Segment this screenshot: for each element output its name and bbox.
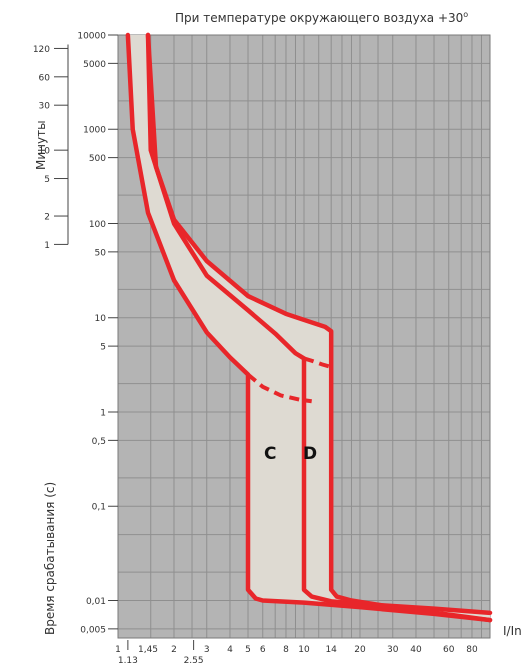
x-tick-label: 14 <box>325 645 337 655</box>
y-tick-label: 100 <box>89 220 106 230</box>
curve-label-d: D <box>303 444 317 464</box>
minute-tick-label: 60 <box>39 73 51 83</box>
y-tick-label: 0,01 <box>86 597 106 607</box>
x-tick-label: 1,45 <box>138 645 158 655</box>
minute-tick-label: 120 <box>33 45 50 55</box>
y-tick-label: 0,1 <box>92 503 106 513</box>
curve-c-0 <box>125 32 493 623</box>
x-tick-label: 10 <box>298 645 310 655</box>
y-tick-label: 1000 <box>83 126 106 136</box>
minute-tick-label: 1 <box>44 241 50 251</box>
y-tick-label: 50 <box>95 248 107 258</box>
y-tick-label: 5000 <box>83 60 106 70</box>
y-tick-label: 500 <box>89 154 106 164</box>
x-tick-label: 30 <box>387 645 399 655</box>
x-tick-label: 6 <box>260 645 266 655</box>
x-tick-label: 5 <box>245 645 251 655</box>
x-tick-label: 2 <box>171 645 177 655</box>
x-tick-label-below: 1.13 <box>118 656 138 665</box>
d-band <box>148 35 490 621</box>
y-tick-label: 0,005 <box>80 625 106 635</box>
y-tick-label: 5 <box>100 343 106 353</box>
minutes-axis-label: Минуты <box>34 120 48 170</box>
minute-tick-labels: 120 60 30 10 5 2 1 <box>33 44 69 251</box>
x-tick-label: 60 <box>443 645 455 655</box>
minute-tick-label: 5 <box>44 175 50 185</box>
minute-tick-label: 30 <box>39 102 51 112</box>
x-tick-label-below: 2.55 <box>184 656 204 665</box>
chart-title: При температуре окружающего воздуха +30o <box>175 10 468 25</box>
x-tick-labels: 1 1,45 2 3 4 5 6 8 10 14 20 30 40 60 80 1.13 2.55 <box>115 640 478 665</box>
dashed-curve-1 <box>303 356 332 369</box>
x-tick-label: 1 <box>115 645 121 655</box>
y-tick-label: 1 <box>100 408 106 418</box>
y-tick-labels: 10000 5000 1000 500 100 50 10 5 1 0,5 0,1 0,01 0,005 <box>77 32 118 635</box>
x-tick-label: 80 <box>466 645 478 655</box>
y-tick-label: 10 <box>95 314 107 324</box>
curve-label-c: C <box>264 444 276 464</box>
minute-tick-label: 2 <box>44 213 50 223</box>
y-tick-label: 0,5 <box>92 437 106 447</box>
curves <box>125 32 493 623</box>
y-tick-label: 10000 <box>77 32 106 42</box>
x-tick-label: 8 <box>283 645 289 655</box>
y-axis-label: Время срабатывания (с) <box>43 482 57 635</box>
plot-frame <box>117 34 491 639</box>
x-tick-label: 40 <box>410 645 422 655</box>
minute-tick-label: 10 <box>39 147 51 157</box>
x-tick-label: 4 <box>227 645 233 655</box>
curve-d-2 <box>145 32 493 623</box>
x-tick-label: 3 <box>204 645 210 655</box>
x-tick-label: 20 <box>354 645 366 655</box>
dashed-curve-0 <box>246 372 312 404</box>
x-axis-label: I/In <box>503 624 522 638</box>
